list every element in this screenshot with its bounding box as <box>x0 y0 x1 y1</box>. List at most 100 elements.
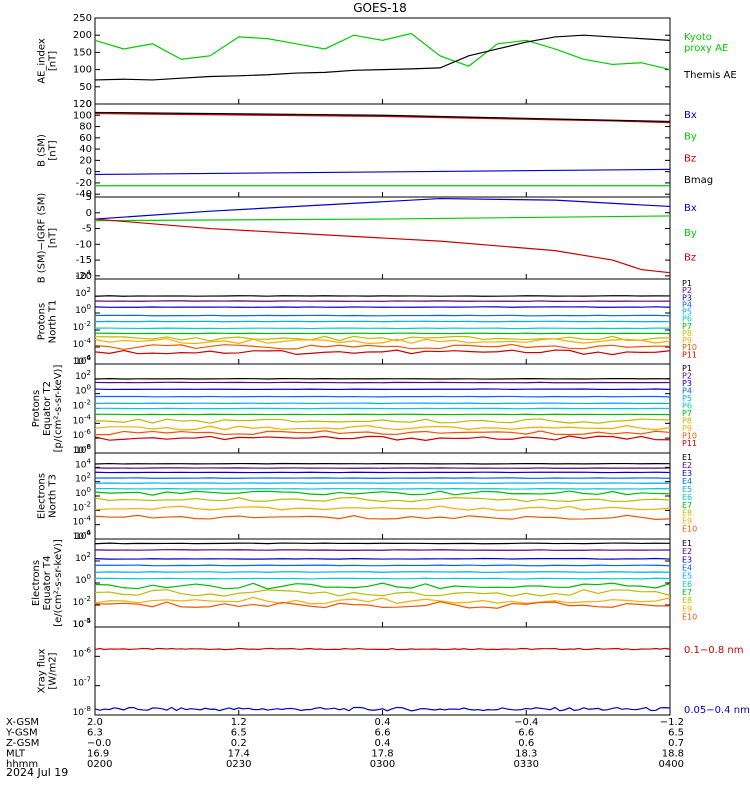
channel-label: E2 <box>682 461 692 470</box>
x-row-value: 0.6 <box>518 738 534 749</box>
y-tick-label: 60 <box>79 133 92 144</box>
channel-label: P2 <box>682 372 692 381</box>
panel-frame <box>94 626 671 716</box>
y-tick-label: 0 <box>86 99 92 110</box>
x-row-value: 6.5 <box>668 728 684 739</box>
y-tick-label: 200 <box>73 30 92 41</box>
y-tick-label: 10-8 <box>73 705 91 718</box>
y-tick-label: 10-6 <box>73 646 92 659</box>
channel-label: E2 <box>682 547 692 556</box>
channel-line <box>94 596 671 605</box>
channel-label: E3 <box>682 555 692 564</box>
series-line <box>94 647 671 651</box>
channel-label: P9 <box>682 424 692 433</box>
y-tick-label: 10-5 <box>73 617 91 630</box>
channel-label: E10 <box>682 525 697 534</box>
channel-label: P8 <box>682 417 692 426</box>
legend-label: Bx <box>684 110 697 121</box>
channel-label: P10 <box>682 343 697 352</box>
channel-label: E5 <box>682 572 692 581</box>
y-axis-label: Protons <box>31 390 42 427</box>
y-tick-label: 250 <box>73 13 92 24</box>
series-line <box>94 112 671 124</box>
x-row-value: 6.3 <box>87 728 103 739</box>
y-axis-label: [nT] <box>48 228 59 248</box>
y-tick-label: 10-6 <box>73 428 92 441</box>
x-row-value: 18.3 <box>515 749 537 760</box>
y-tick-label: 104 <box>75 354 91 367</box>
panel-frame <box>94 103 671 198</box>
channel-line <box>94 424 671 431</box>
channel-line <box>94 514 671 520</box>
y-tick-label: 10-8 <box>73 443 91 456</box>
x-row-value: 6.6 <box>375 728 391 739</box>
series-line <box>94 215 671 222</box>
y-tick-label: -10 <box>76 239 92 250</box>
channel-label: E8 <box>682 509 692 518</box>
x-row-value: 0330 <box>514 759 539 770</box>
channel-line <box>94 335 671 342</box>
x-row-value: 1.2 <box>231 717 247 728</box>
x-row-value: 0200 <box>87 759 112 770</box>
y-tick-label: 20 <box>79 155 92 166</box>
legend-label: proxy AE <box>684 43 728 54</box>
y-tick-label: 102 <box>75 286 91 299</box>
x-row-value: −0.0 <box>87 738 111 749</box>
x-row-label: MLT <box>6 749 26 760</box>
series-line <box>94 32 671 71</box>
y-tick-label: 10-4 <box>73 413 92 426</box>
channel-label: P4 <box>682 300 692 309</box>
x-row-value: 6.6 <box>518 728 534 739</box>
x-row-value: 17.4 <box>228 749 250 760</box>
y-tick-label: 104 <box>75 529 91 542</box>
channel-label: P6 <box>682 402 692 411</box>
y-axis-label: North T3 <box>48 474 59 518</box>
date-label: 2024 Jul 19 <box>6 766 68 779</box>
channel-line <box>94 542 671 545</box>
channel-label: E5 <box>682 485 692 494</box>
y-axis-label: Electrons <box>37 473 48 519</box>
x-axis-table: X-GSM 2.0 1.2 0.4 −0.4 −1.2 Y-GSM 6.3 6.5 6.6 6.6 6… <box>5 717 684 770</box>
y-tick-label: 0 <box>86 208 92 219</box>
legend-label: Bz <box>684 253 696 264</box>
x-row-label: X-GSM <box>6 717 39 728</box>
panel-frame <box>94 452 671 540</box>
channel-label: E1 <box>682 539 692 548</box>
x-row-value: 17.8 <box>371 749 393 760</box>
series-line <box>94 197 671 220</box>
y-tick-label: 10-7 <box>73 676 91 689</box>
y-axis-label: Equator T4 <box>42 556 53 611</box>
channel-line <box>94 490 671 496</box>
series-line <box>94 218 671 274</box>
channel-label: E8 <box>682 596 692 605</box>
channel-label: P7 <box>682 409 692 418</box>
y-tick-label: 10-2 <box>73 595 91 608</box>
legend-label: 0.1−0.8 nm <box>684 645 743 656</box>
y-tick-label: 100 <box>75 303 91 316</box>
channel-line <box>94 349 671 356</box>
x-row-value: 0.2 <box>231 738 247 749</box>
x-row-value: 2.0 <box>87 717 103 728</box>
y-axis-label: North T1 <box>48 300 59 344</box>
channel-label: P3 <box>682 293 692 302</box>
channel-label: E9 <box>682 517 692 526</box>
channel-label: P5 <box>682 308 692 317</box>
y-tick-label: 10-2 <box>73 500 91 513</box>
x-row-value: 16.9 <box>87 749 109 760</box>
y-axis-label: [W/m2] <box>48 652 59 689</box>
y-tick-label: 10-6 <box>73 529 92 542</box>
channel-label: P11 <box>682 439 697 448</box>
channel-line <box>94 589 671 597</box>
channel-label: P2 <box>682 286 692 295</box>
channel-line <box>94 505 671 511</box>
channel-line <box>94 430 671 436</box>
y-tick-label: -15 <box>76 255 92 266</box>
y-tick-label: 10-4 <box>73 337 92 350</box>
x-row-label: Y-GSM <box>5 728 38 739</box>
y-tick-label: 50 <box>79 82 92 93</box>
legend-label: By <box>684 132 697 143</box>
legend-label: Themis AE <box>683 70 737 81</box>
y-tick-label: 102 <box>75 551 91 564</box>
